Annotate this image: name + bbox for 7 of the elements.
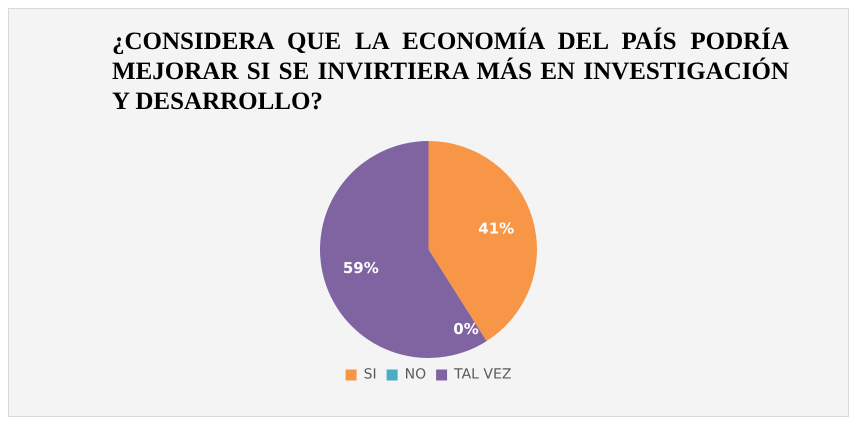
- legend-label: TAL VEZ: [453, 366, 512, 383]
- text: 0%: [453, 320, 479, 338]
- chart-title: ¿CONSIDERA QUE LA ECONOMÍA DEL PAÍS PODRÍA MEJORAR SI SE INVIRTIERA MÁS EN INVESTIGACIÓN Y DESARROLLO?: [112, 27, 789, 117]
- data-label: 59%: [342, 259, 379, 278]
- data-label: 41%: [478, 220, 514, 238]
- legend-label: NO: [404, 366, 426, 383]
- legend-label: SI: [364, 366, 377, 383]
